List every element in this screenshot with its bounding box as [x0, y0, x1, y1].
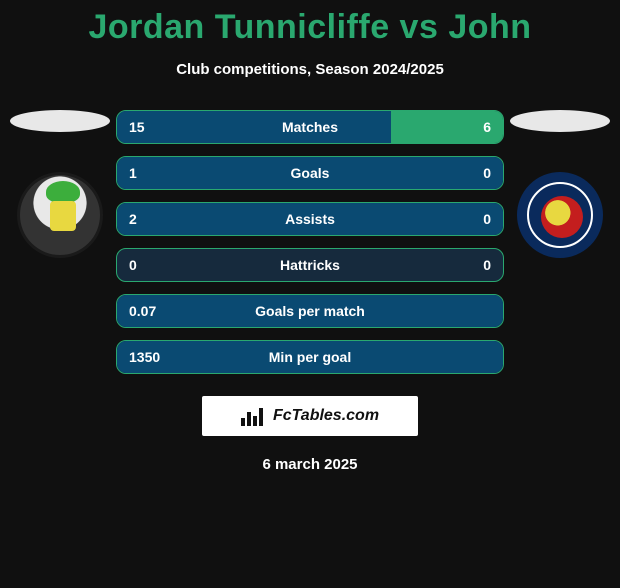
stat-label: Assists — [285, 211, 335, 227]
stat-label: Hattricks — [280, 257, 340, 273]
stat-row: 0 0 Hattricks — [116, 248, 504, 282]
stat-value-right: 6 — [483, 119, 491, 135]
stat-row: 15 6 Matches — [116, 110, 504, 144]
snapshot-date: 6 march 2025 — [0, 456, 620, 473]
fctables-logo-icon — [241, 406, 265, 426]
club-crest-left — [17, 172, 103, 258]
stat-bars: 15 6 Matches 1 0 Goals 2 0 Assists 0 0 Hattricks 0.0… — [112, 110, 508, 374]
stat-value-right: 0 — [483, 257, 491, 273]
stat-value-left: 1 — [129, 165, 137, 181]
stat-value-right: 0 — [483, 211, 491, 227]
stat-bar-left-fill — [117, 111, 391, 143]
stat-label: Min per goal — [269, 349, 351, 365]
stat-row: 1 0 Goals — [116, 156, 504, 190]
stat-label: Goals — [291, 165, 330, 181]
stat-row: 2 0 Assists — [116, 202, 504, 236]
stat-label: Matches — [282, 119, 338, 135]
stat-value-left: 15 — [129, 119, 145, 135]
subtitle: Club competitions, Season 2024/2025 — [0, 61, 620, 78]
stat-value-left: 0.07 — [129, 303, 156, 319]
stat-value-left: 2 — [129, 211, 137, 227]
stat-value-left: 0 — [129, 257, 137, 273]
stat-label: Goals per match — [255, 303, 365, 319]
stat-value-right: 0 — [483, 165, 491, 181]
club-crest-right — [517, 172, 603, 258]
branding-text: FcTables.com — [273, 407, 379, 425]
branding-badge: FcTables.com — [202, 396, 418, 436]
right-side — [508, 110, 612, 258]
page-title: Jordan Tunnicliffe vs John — [0, 8, 620, 47]
stat-value-left: 1350 — [129, 349, 160, 365]
stat-row: 1350 Min per goal — [116, 340, 504, 374]
comparison-panel: 15 6 Matches 1 0 Goals 2 0 Assists 0 0 Hattricks 0.0… — [0, 110, 620, 374]
player-silhouette-right — [510, 110, 610, 132]
stat-row: 0.07 Goals per match — [116, 294, 504, 328]
player-silhouette-left — [10, 110, 110, 132]
left-side — [8, 110, 112, 258]
